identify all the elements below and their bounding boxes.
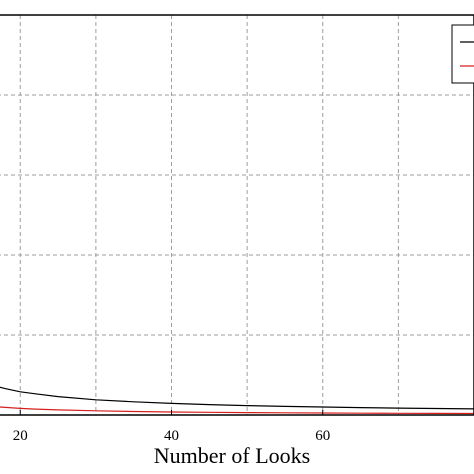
legend-box (451, 24, 474, 84)
x-tick-label: 40 (164, 428, 179, 444)
x-tick-label: 60 (315, 428, 330, 444)
series-line-2 (0, 406, 474, 415)
legend (451, 24, 474, 84)
series-line-1 (0, 386, 474, 410)
grid (0, 15, 474, 415)
series-group (0, 386, 474, 415)
x-tick-label: 20 (13, 428, 28, 444)
x-axis-ticks: 20 40 60 (13, 410, 330, 444)
x-axis-title: Number of Looks (154, 443, 310, 468)
plot-frame (0, 14, 474, 416)
